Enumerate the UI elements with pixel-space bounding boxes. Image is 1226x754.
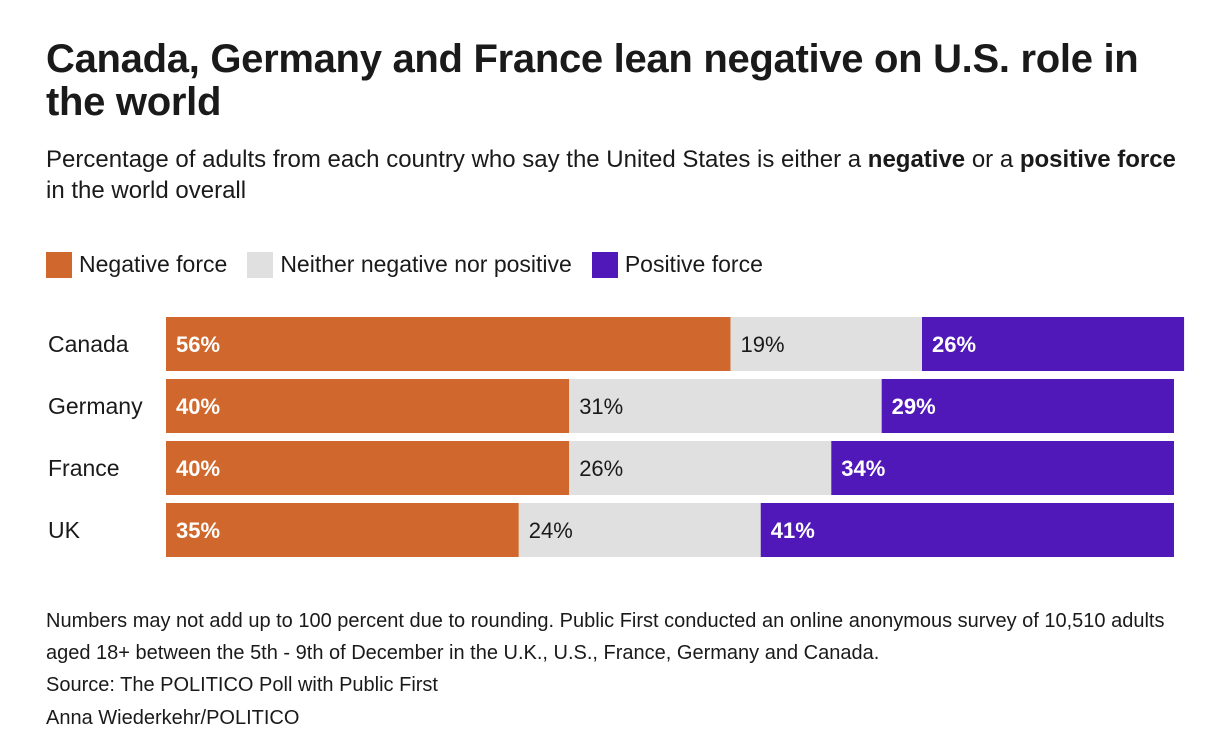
category-label: France <box>48 455 120 481</box>
data-label-neither-negative-nor-positive: 26% <box>579 456 623 481</box>
data-label-positive-force: 29% <box>892 394 936 419</box>
data-label-positive-force: 26% <box>932 332 976 357</box>
legend-item-neither: Neither negative nor positive <box>247 251 572 278</box>
legend-swatch-positive <box>591 251 618 278</box>
subtitle-text: Percentage of adults from each country w… <box>46 146 868 173</box>
legend-item-positive: Positive force <box>591 251 763 278</box>
data-label-neither-negative-nor-positive: 24% <box>529 518 573 543</box>
bar-segment-neither-negative-nor-positive <box>569 441 832 495</box>
data-label-neither-negative-nor-positive: 19% <box>740 332 784 357</box>
bar-row-germany: Germany 40% 31% 29% <box>48 379 1174 433</box>
stacked-bar-chart: Canada 56% 19% 26% Germany 40% 31% 29% France 40%… <box>48 317 1185 557</box>
subtitle-bold-positive: positive force <box>1019 146 1176 173</box>
subtitle-text: or a <box>965 146 1020 173</box>
bar-row-france: France 40% 26% 34% <box>48 441 1174 495</box>
bar-segment-negative-force <box>166 379 570 433</box>
category-label: UK <box>48 517 81 543</box>
legend-label-positive: Positive force <box>624 251 763 277</box>
legend-label-neither: Neither negative nor positive <box>280 251 572 277</box>
subtitle-text: in the world overall <box>46 177 247 204</box>
data-label-positive-force: 41% <box>771 518 815 543</box>
category-label: Canada <box>48 331 129 357</box>
bar-segment-neither-negative-nor-positive <box>569 379 882 433</box>
bar-row-uk: UK 35% 24% 41% <box>48 503 1174 557</box>
footnote: Numbers may not add up to 100 percent du… <box>46 610 1165 664</box>
bar-segment-neither-negative-nor-positive <box>730 317 922 371</box>
data-label-negative-force: 35% <box>176 518 220 543</box>
bar-segment-positive-force <box>760 503 1174 557</box>
subtitle-bold-negative: negative <box>867 146 966 173</box>
source-text: Source: The POLITICO Poll with Public Fi… <box>46 674 438 696</box>
data-label-negative-force: 56% <box>176 332 220 357</box>
bar-segment-positive-force <box>831 441 1174 495</box>
data-label-positive-force: 34% <box>841 456 885 481</box>
bar-segment-negative-force <box>166 441 570 495</box>
legend-label-negative: Negative force <box>79 251 228 277</box>
category-label: Germany <box>48 393 143 419</box>
data-label-negative-force: 40% <box>176 456 220 481</box>
data-label-negative-force: 40% <box>176 394 220 419</box>
legend: Negative force Neither negative nor posi… <box>46 251 783 278</box>
legend-item-negative: Negative force <box>46 251 227 278</box>
credit-text: Anna Wiederkehr/POLITICO <box>46 707 300 729</box>
legend-swatch-negative <box>46 251 72 278</box>
chart-title: Canada, Germany and France lean negative… <box>46 37 1139 124</box>
bar-segment-negative-force <box>166 317 731 371</box>
bar-segment-positive-force <box>922 317 1185 371</box>
bar-segment-positive-force <box>881 379 1174 433</box>
bar-row-canada: Canada 56% 19% 26% <box>48 317 1185 371</box>
chart-footer: Numbers may not add up to 100 percent du… <box>46 605 1196 735</box>
bar-segment-negative-force <box>166 503 519 557</box>
chart-subtitle: Percentage of adults from each country w… <box>46 144 1186 206</box>
legend-swatch-neither <box>247 251 274 278</box>
bar-segment-neither-negative-nor-positive <box>518 503 761 557</box>
data-label-neither-negative-nor-positive: 31% <box>579 394 623 419</box>
